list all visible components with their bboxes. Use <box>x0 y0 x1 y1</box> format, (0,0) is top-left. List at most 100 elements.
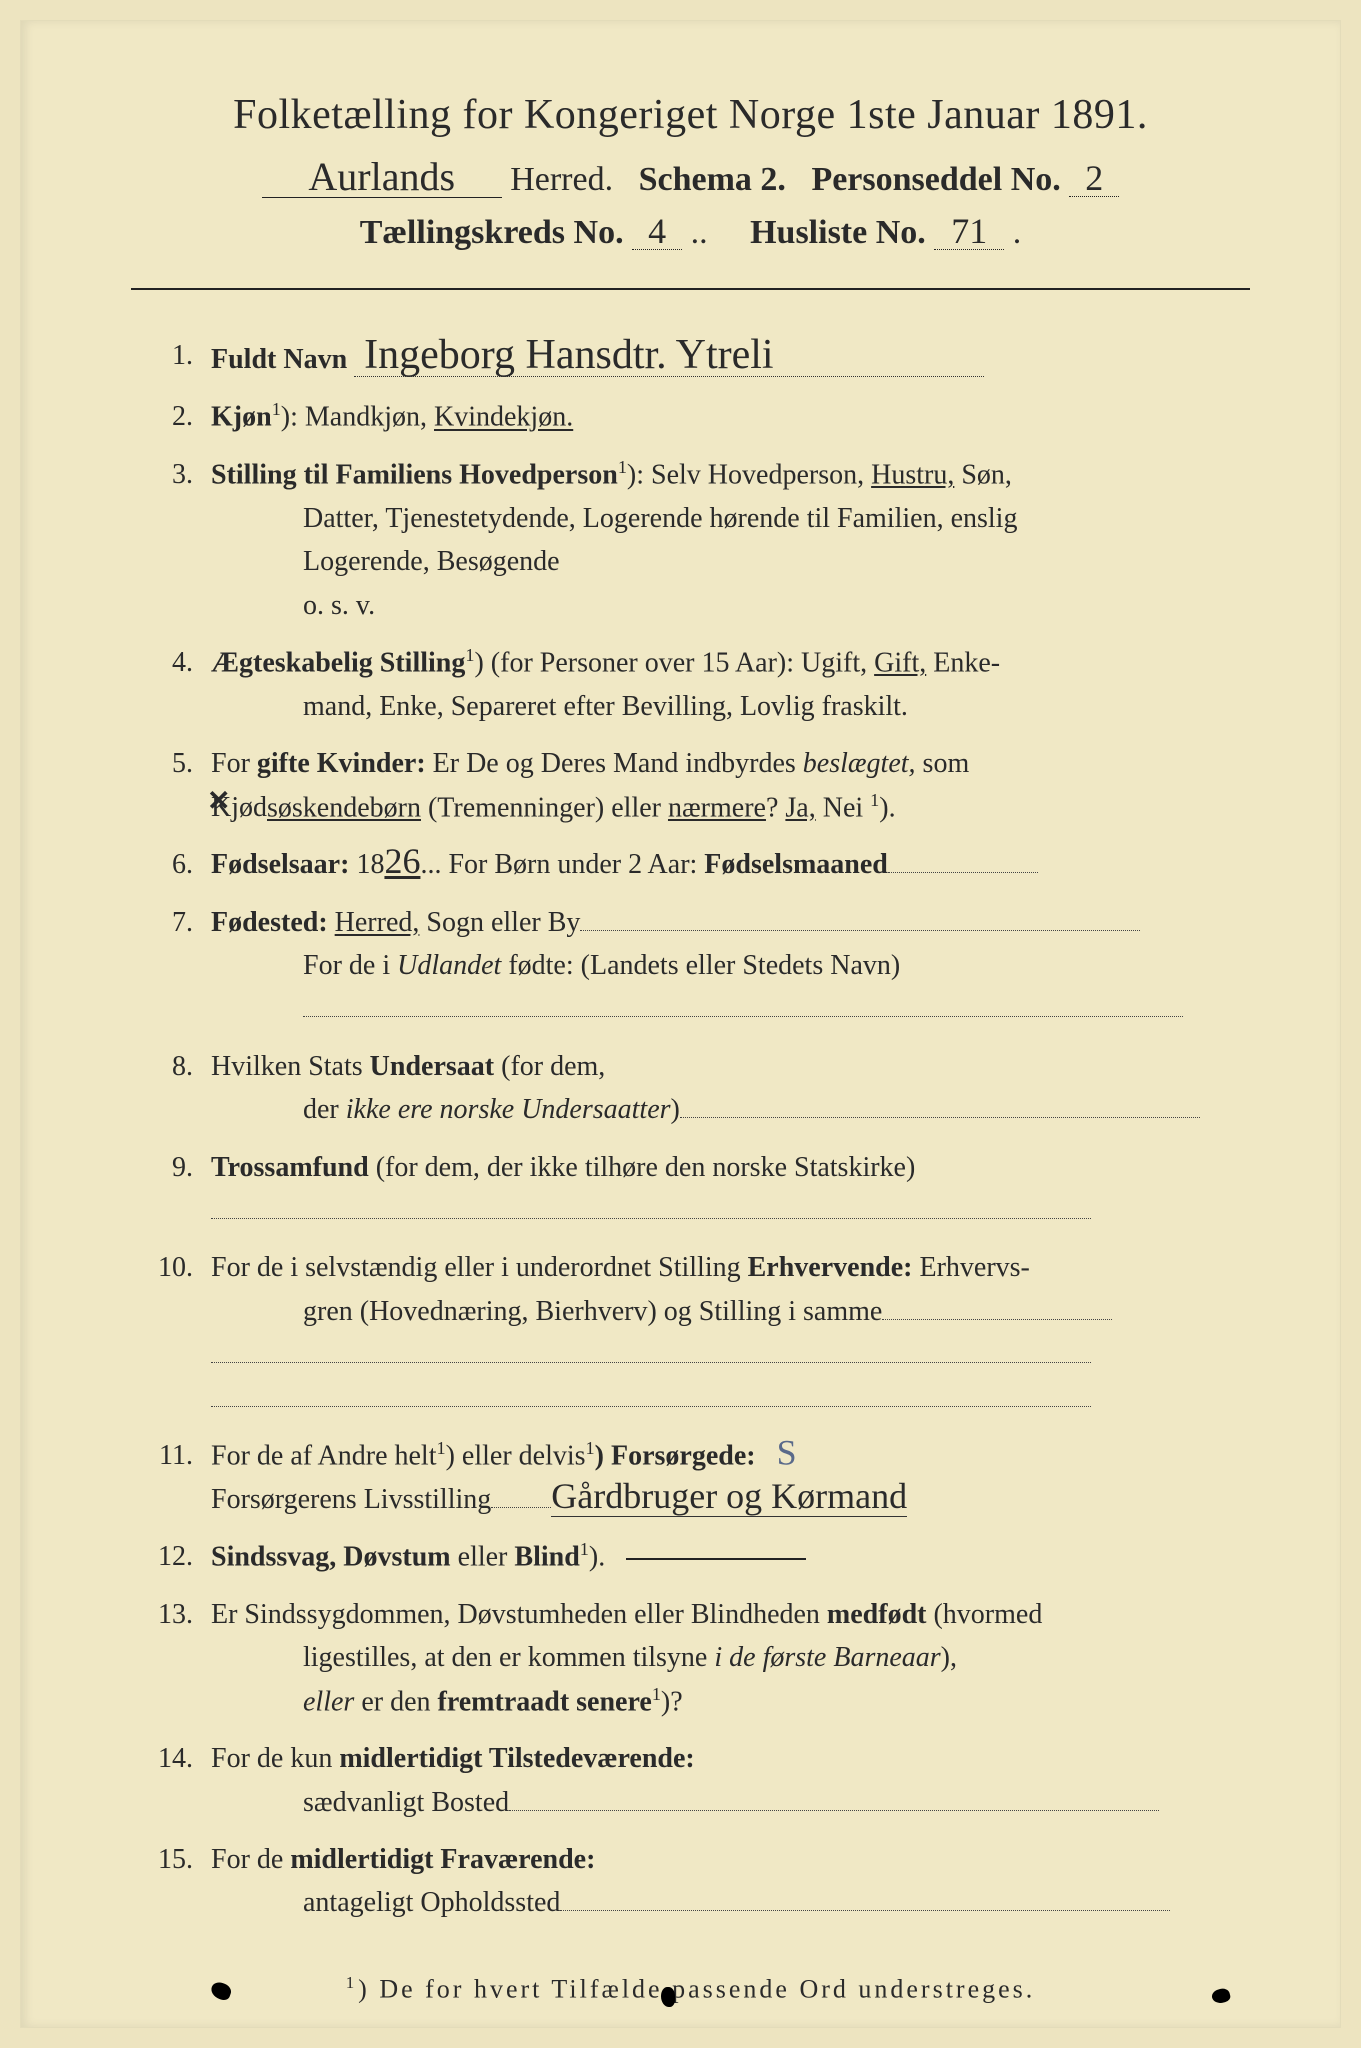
dotted-line <box>491 1507 551 1508</box>
kreds-label: Tællingskreds No. <box>360 214 624 251</box>
header: Folketælling for Kongeriget Norge 1ste J… <box>131 91 1250 252</box>
dotted-line <box>211 1406 1091 1407</box>
birth-year-value: 26 <box>384 841 420 881</box>
sup: 1 <box>618 457 627 477</box>
text: ? <box>766 792 785 823</box>
field-label: Fødselsaar: <box>211 849 349 880</box>
dotted-line <box>888 872 1038 873</box>
entry-3: 3. Stilling til Familiens Hovedperson1):… <box>131 453 1250 627</box>
kreds-dots: .. <box>691 214 708 251</box>
kreds-no: 4 <box>632 213 682 250</box>
herred-label: Herred. <box>510 161 613 198</box>
page-frame: Folketælling for Kongeriget Norge 1ste J… <box>0 0 1361 2048</box>
selected-option: Herred, <box>335 907 420 938</box>
entry-num: 9. <box>131 1146 211 1233</box>
field-label: Sindssvag, Døvstum <box>211 1541 451 1572</box>
selected-option: Kvindekjøn. <box>434 402 573 433</box>
field-label: Fødested: <box>211 907 328 938</box>
entry-num: 4. <box>131 641 211 728</box>
entry-num: 15. <box>131 1838 211 1925</box>
continuation: gren (Hovednæring, Bierhverv) og Stillin… <box>211 1290 1250 1333</box>
sup: 1 <box>580 1539 589 1559</box>
text: Hvilken Stats <box>211 1051 370 1082</box>
italic-text: ikke ere norske Undersaatter <box>346 1094 671 1125</box>
continuation: ligestilles, at den er kommen tilsyne i … <box>211 1636 1250 1679</box>
text: For <box>211 748 257 779</box>
entry-num: 7. <box>131 901 211 1031</box>
field-label: midlertidigt Fraværende: <box>290 1844 595 1875</box>
italic-text: beslægtet, <box>803 748 916 779</box>
text: ). <box>589 1541 605 1572</box>
sup: 1 <box>437 1438 446 1458</box>
italic-text: Udlandet <box>397 950 501 981</box>
text: Forsørgerens Livsstilling <box>211 1484 491 1515</box>
continuation: sædvanligt Bosted <box>211 1781 1250 1824</box>
text: Sogn eller By <box>419 907 580 938</box>
entry-body: For de i selvstændig eller i underordnet… <box>211 1246 1250 1420</box>
continuation: Kjødsøskendebørn (Tremenninger) eller næ… <box>211 786 1250 830</box>
continuation: mand, Enke, Separeret efter Bevilling, L… <box>211 685 1250 728</box>
text: ligestilles, at den er kommen tilsyne <box>303 1642 714 1673</box>
dotted-line <box>680 1117 1200 1118</box>
schema-label: Schema 2. <box>639 161 786 198</box>
text: fødte: (Landets eller Stedets Navn) <box>501 950 900 981</box>
text: Er De og Deres Mand indbyrdes <box>426 748 803 779</box>
main-title: Folketælling for Kongeriget Norge 1ste J… <box>131 91 1250 139</box>
entry-num: 10. <box>131 1246 211 1420</box>
herred-handwritten: Aurlands <box>262 157 502 198</box>
sup: 1 <box>870 790 879 810</box>
text: Nei <box>816 792 870 823</box>
husliste-label: Husliste No. <box>750 214 926 251</box>
entry-body: Kjøn1): Mandkjøn, Kvindekjøn. <box>211 395 1250 439</box>
entry-num: 3. <box>131 453 211 627</box>
entry-num: 6. <box>131 843 211 886</box>
dotted-line <box>211 1218 1091 1219</box>
husliste-no: 71 <box>934 213 1004 250</box>
entry-5: 5. For gifte Kvinder: Er De og Deres Man… <box>131 742 1250 829</box>
text: eller <box>451 1541 515 1572</box>
field-label: Stilling til Familiens Hovedperson <box>211 459 618 490</box>
text: ... For Børn under 2 Aar: <box>420 849 704 880</box>
entry-num: 12. <box>131 1535 211 1579</box>
entry-body: Ægteskabelig Stilling1) (for Personer ov… <box>211 641 1250 728</box>
field-label: medfødt <box>827 1599 927 1630</box>
entry-num: 5. <box>131 742 211 829</box>
field-label: Fuldt Navn <box>211 344 347 375</box>
field-label: midlertidigt Tilstedeværende: <box>339 1743 694 1774</box>
field-label: Erhvervende: <box>748 1252 913 1283</box>
ink-blot <box>661 1987 675 2007</box>
dotted-line <box>580 930 1140 931</box>
continuation: der ikke ere norske Undersaatter) <box>211 1088 1250 1131</box>
continuation: eller er den fremtraadt senere1)? <box>211 1680 1250 1724</box>
continuation: Datter, Tjenestetydende, Logerende høren… <box>211 497 1250 540</box>
entry-2: 2. Kjøn1): Mandkjøn, Kvindekjøn. <box>131 395 1250 439</box>
dotted-line <box>560 1910 1170 1911</box>
text: For de <box>211 1844 290 1875</box>
full-name-value: Ingeborg Hansdtr. Ytreli <box>354 334 984 377</box>
sup: 1 <box>272 399 281 419</box>
field-label: Fødselsmaaned <box>704 849 888 880</box>
entry-body: Er Sindssygdommen, Døvstumheden eller Bl… <box>211 1593 1250 1724</box>
dotted-line <box>303 1016 1183 1017</box>
text: er den <box>354 1686 437 1717</box>
text: gren (Hovednæring, Bierhverv) og Stillin… <box>303 1296 882 1327</box>
underlined: søskendebørn <box>267 792 421 823</box>
dotted-line <box>211 1362 1091 1363</box>
continuation: Forsørgerens LivsstillingGårdbruger og K… <box>211 1478 1250 1521</box>
entry-11: 11. For de af Andre helt1) eller delvis1… <box>131 1434 1250 1521</box>
text: ) eller delvis <box>446 1440 586 1471</box>
entry-body: Fuldt Navn Ingeborg Hansdtr. Ytreli <box>211 334 1250 381</box>
continuation: For de i Udlandet fødte: (Landets eller … <box>211 944 1250 987</box>
italic-text: eller <box>303 1686 354 1717</box>
entry-1: 1. Fuldt Navn Ingeborg Hansdtr. Ytreli <box>131 334 1250 381</box>
continuation <box>211 1377 1250 1420</box>
text: som <box>916 748 970 779</box>
text: sædvanligt Bosted <box>303 1787 509 1818</box>
entry-num: 13. <box>131 1593 211 1724</box>
continuation <box>211 1189 1250 1232</box>
footnote: 1) De for hvert Tilfælde passende Ord un… <box>131 1973 1250 2005</box>
entry-14: 14. For de kun midlertidigt Tilstedevære… <box>131 1737 1250 1824</box>
text: Erhvervs- <box>912 1252 1029 1283</box>
text: )? <box>661 1686 683 1717</box>
text: For de i selvstændig eller i underordnet… <box>211 1252 748 1283</box>
